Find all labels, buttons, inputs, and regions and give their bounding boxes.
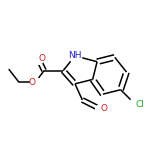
Text: NH: NH <box>68 51 82 60</box>
Text: Cl: Cl <box>135 100 144 109</box>
Text: O: O <box>100 104 107 113</box>
Text: O: O <box>28 78 35 87</box>
Text: O: O <box>38 54 45 63</box>
